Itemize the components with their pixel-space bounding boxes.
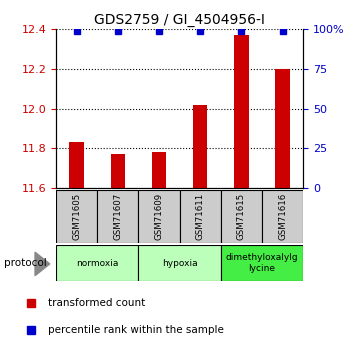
Text: GSM71615: GSM71615 xyxy=(237,193,246,240)
Bar xyxy=(221,245,303,281)
Polygon shape xyxy=(35,252,50,276)
Text: GSM71609: GSM71609 xyxy=(155,193,164,240)
Text: hypoxia: hypoxia xyxy=(162,258,197,268)
Text: dimethyloxalylg
lycine: dimethyloxalylg lycine xyxy=(226,253,298,273)
Bar xyxy=(56,245,138,281)
Text: transformed count: transformed count xyxy=(48,298,145,308)
Bar xyxy=(275,69,290,188)
Bar xyxy=(262,190,303,243)
Text: GSM71611: GSM71611 xyxy=(196,193,205,240)
Text: percentile rank within the sample: percentile rank within the sample xyxy=(48,325,223,335)
Text: GSM71616: GSM71616 xyxy=(278,193,287,240)
Text: protocol: protocol xyxy=(4,258,46,268)
Bar xyxy=(56,190,97,243)
Bar xyxy=(234,35,249,188)
Title: GDS2759 / GI_4504956-I: GDS2759 / GI_4504956-I xyxy=(94,13,265,27)
Bar xyxy=(97,190,138,243)
Bar xyxy=(193,105,208,188)
Bar xyxy=(221,190,262,243)
Text: GSM71607: GSM71607 xyxy=(113,193,122,240)
Bar xyxy=(110,154,125,188)
Bar xyxy=(152,152,166,188)
Text: GSM71605: GSM71605 xyxy=(72,193,81,240)
Text: normoxia: normoxia xyxy=(76,258,118,268)
Bar xyxy=(138,190,180,243)
Bar xyxy=(138,245,221,281)
Bar xyxy=(180,190,221,243)
Bar xyxy=(69,142,84,188)
